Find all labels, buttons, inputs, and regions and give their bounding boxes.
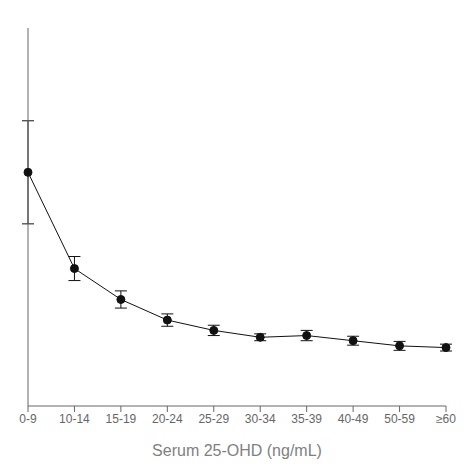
- svg-text:0-9: 0-9: [19, 412, 37, 426]
- svg-text:30-34: 30-34: [245, 412, 276, 426]
- svg-text:50-59: 50-59: [384, 412, 415, 426]
- svg-text:≥60: ≥60: [436, 412, 456, 426]
- svg-text:35-39: 35-39: [291, 412, 322, 426]
- svg-text:25-29: 25-29: [198, 412, 229, 426]
- svg-text:Serum 25-OHD (ng/mL): Serum 25-OHD (ng/mL): [152, 442, 322, 459]
- svg-text:40-49: 40-49: [338, 412, 369, 426]
- svg-text:20-24: 20-24: [152, 412, 183, 426]
- svg-text:10-14: 10-14: [59, 412, 90, 426]
- svg-text:15-19: 15-19: [106, 412, 137, 426]
